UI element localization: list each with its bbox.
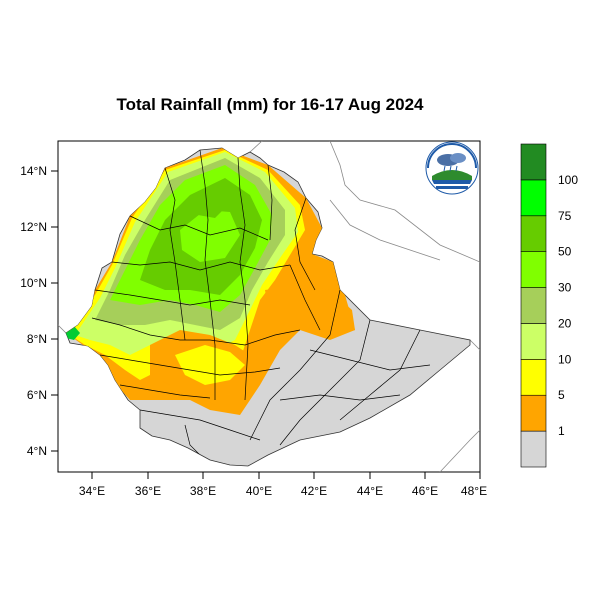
y-tick-label: 4°N (27, 444, 47, 458)
legend-swatch (520, 430, 547, 468)
legend-label: 100 (558, 173, 578, 187)
ethiopian-meteorology-institute-logo (425, 141, 479, 195)
y-tick-label: 10°N (20, 276, 47, 290)
legend-label: 10 (558, 352, 572, 366)
legend-swatch (520, 215, 547, 252)
x-tick-label: 34°E (79, 484, 105, 498)
y-tick-label: 8°N (27, 332, 47, 346)
x-tick-label: 38°E (190, 484, 216, 498)
neighbour-borders (58, 141, 480, 472)
y-tick-label: 6°N (27, 388, 47, 402)
map-title: Total Rainfall (mm) for 16-17 Aug 2024 (116, 95, 424, 114)
y-tick-label: 14°N (20, 164, 47, 178)
zone-boundaries (91, 149, 431, 456)
y-tick-label: 12°N (20, 220, 47, 234)
legend-swatch (520, 143, 547, 181)
color-legend: 1 5 10 20 30 50 75 100 (520, 143, 578, 468)
legend-swatch (520, 179, 547, 217)
x-tick-label: 46°E (412, 484, 438, 498)
legend-label: 50 (558, 245, 572, 259)
axis-ticks (51, 170, 481, 479)
legend-swatch (520, 359, 547, 396)
legend-swatch (520, 323, 547, 360)
legend-label: 30 (558, 281, 572, 295)
rainfall-fill (66, 148, 355, 415)
legend-swatch (520, 287, 547, 324)
x-tick-label: 40°E (246, 484, 272, 498)
x-tick-label: 42°E (301, 484, 327, 498)
legend-label: 20 (558, 316, 572, 330)
legend-swatch (520, 394, 547, 432)
legend-label: 75 (558, 209, 572, 223)
x-tick-label: 44°E (357, 484, 383, 498)
legend-label: 1 (558, 424, 565, 438)
legend-label: 5 (558, 388, 565, 402)
x-tick-label: 36°E (135, 484, 161, 498)
legend-swatch (520, 251, 547, 288)
x-tick-label: 48°E (461, 484, 487, 498)
